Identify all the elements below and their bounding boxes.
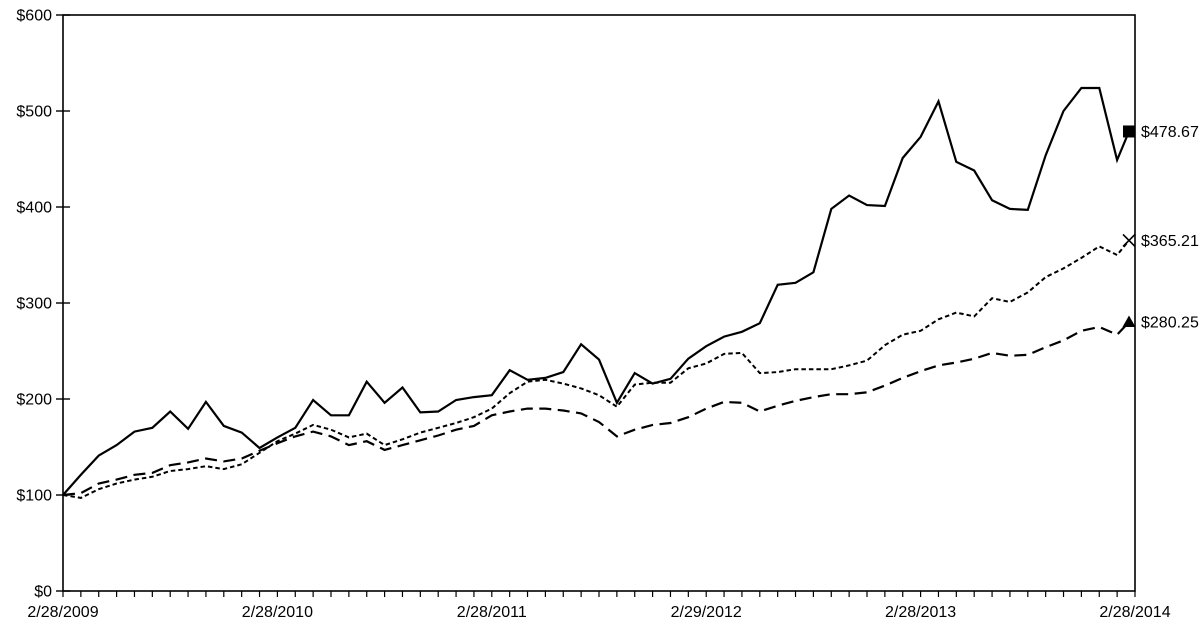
series-end-value-label: $365.21 (1141, 233, 1199, 250)
y-tick-label: $100 (16, 488, 52, 505)
x-tick-label: 2/28/2011 (457, 604, 527, 621)
y-tick-label: $500 (16, 104, 52, 121)
end-marker-x (1122, 233, 1136, 247)
x-tick-label: 2/29/2012 (671, 604, 742, 621)
y-tick-label: $200 (16, 392, 52, 409)
x-tick-label: 2/28/2014 (1099, 604, 1170, 621)
series-end-value-label: $280.25 (1141, 314, 1199, 331)
plot-frame (62, 14, 1136, 592)
x-tick-label: 2/28/2010 (242, 604, 313, 621)
x-tick-label: 2/28/2009 (27, 604, 98, 621)
y-tick-label: $400 (16, 200, 52, 217)
series-end-value-label: $478.67 (1141, 124, 1199, 141)
series-short-dash-line (62, 239, 1130, 499)
end-marker-triangle (1122, 315, 1136, 327)
y-tick-label: $0 (34, 584, 52, 601)
end-marker-square (1123, 125, 1135, 138)
series-solid-line (62, 86, 1131, 496)
y-tick-label: $600 (16, 8, 52, 25)
x-tick-label: 2/28/2013 (885, 604, 956, 621)
series-long-dash-line (62, 321, 1130, 497)
y-tick-label: $300 (16, 296, 52, 313)
